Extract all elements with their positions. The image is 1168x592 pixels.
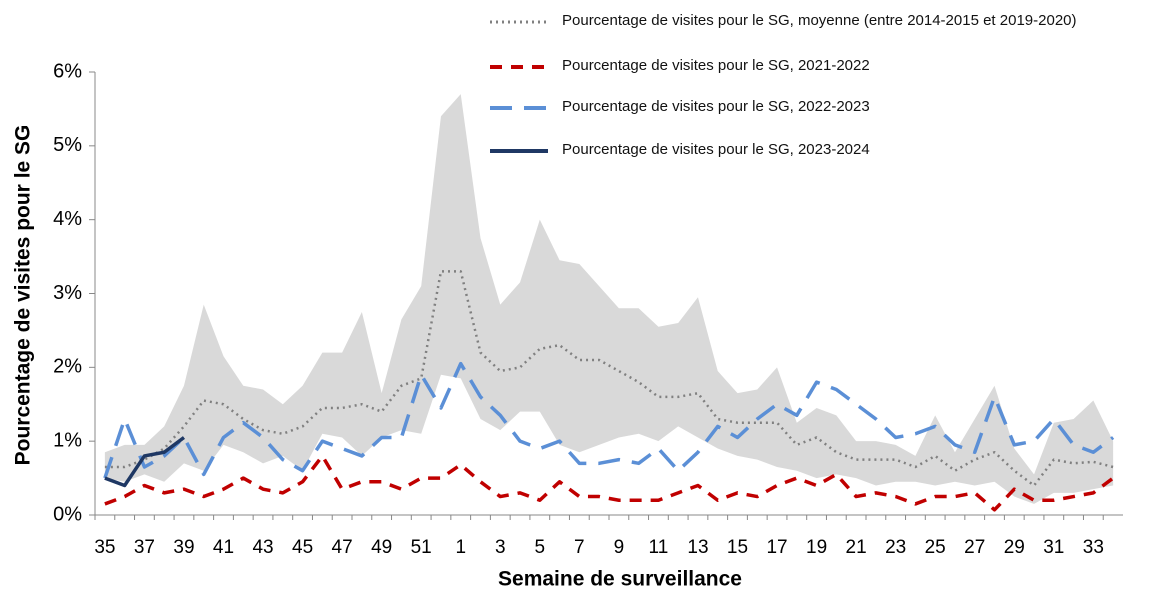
x-tick-label: 3 xyxy=(495,537,506,558)
legend-item: Pourcentage de visites pour le SG, 2023-… xyxy=(488,139,1167,161)
x-tick-label: 27 xyxy=(964,537,985,558)
legend-label: Pourcentage de visites pour le SG, 2023-… xyxy=(562,141,870,158)
x-tick-label: 37 xyxy=(134,537,155,558)
x-tick-label: 23 xyxy=(885,537,906,558)
x-tick-label: 1 xyxy=(455,537,466,558)
series-line xyxy=(103,361,1115,479)
legend-label: Pourcentage de visites pour le SG, moyen… xyxy=(562,12,1077,29)
x-tick-label: 17 xyxy=(766,537,787,558)
series-line xyxy=(104,270,1114,487)
x-axis-title: Semaine de surveillance xyxy=(498,568,742,591)
x-tick-label: 21 xyxy=(846,537,867,558)
x-tick-label: 25 xyxy=(925,537,946,558)
y-axis-title: Pourcentage de visites pour le SG xyxy=(12,125,35,466)
x-tick-label: 9 xyxy=(614,537,625,558)
x-tick-label: 31 xyxy=(1043,537,1064,558)
legend-swatch xyxy=(490,65,548,69)
y-tick-label: 4% xyxy=(53,208,82,230)
x-tick-label: 19 xyxy=(806,537,827,558)
y-tick-label: 5% xyxy=(53,134,82,156)
series-line xyxy=(104,436,186,488)
x-tick-label: 33 xyxy=(1083,537,1104,558)
x-tick-label: 39 xyxy=(173,537,194,558)
series-line xyxy=(104,454,1115,512)
legend-swatch xyxy=(490,20,548,24)
y-tick-label: 0% xyxy=(53,503,82,525)
legend-label: Pourcentage de visites pour le SG, 2022-… xyxy=(562,98,870,115)
legend-swatch xyxy=(490,106,548,110)
x-tick-label: 7 xyxy=(574,537,585,558)
range-band xyxy=(104,94,1114,504)
y-tick-label: 3% xyxy=(53,282,82,304)
x-tick-label: 51 xyxy=(411,537,432,558)
x-tick-label: 15 xyxy=(727,537,748,558)
x-tick-label: 29 xyxy=(1004,537,1025,558)
legend-swatch xyxy=(490,149,548,153)
y-tick-label: 1% xyxy=(53,429,82,451)
x-tick-label: 49 xyxy=(371,537,392,558)
x-tick-label: 13 xyxy=(687,537,708,558)
x-tick-label: 5 xyxy=(535,537,546,558)
y-tick-label: 6% xyxy=(53,60,82,82)
x-tick-label: 41 xyxy=(213,537,234,558)
x-tick-label: 45 xyxy=(292,537,313,558)
y-tick-label: 2% xyxy=(53,356,82,378)
x-tick-label: 47 xyxy=(332,537,353,558)
legend-item: Pourcentage de visites pour le SG, 2021-… xyxy=(488,55,1167,77)
legend-item: Pourcentage de visites pour le SG, 2022-… xyxy=(488,96,1167,118)
legend-item: Pourcentage de visites pour le SG, moyen… xyxy=(488,10,1167,32)
x-tick-label: 11 xyxy=(649,537,669,558)
x-tick-label: 35 xyxy=(94,537,115,558)
x-tick-label: 43 xyxy=(252,537,273,558)
legend-label: Pourcentage de visites pour le SG, 2021-… xyxy=(562,57,870,74)
